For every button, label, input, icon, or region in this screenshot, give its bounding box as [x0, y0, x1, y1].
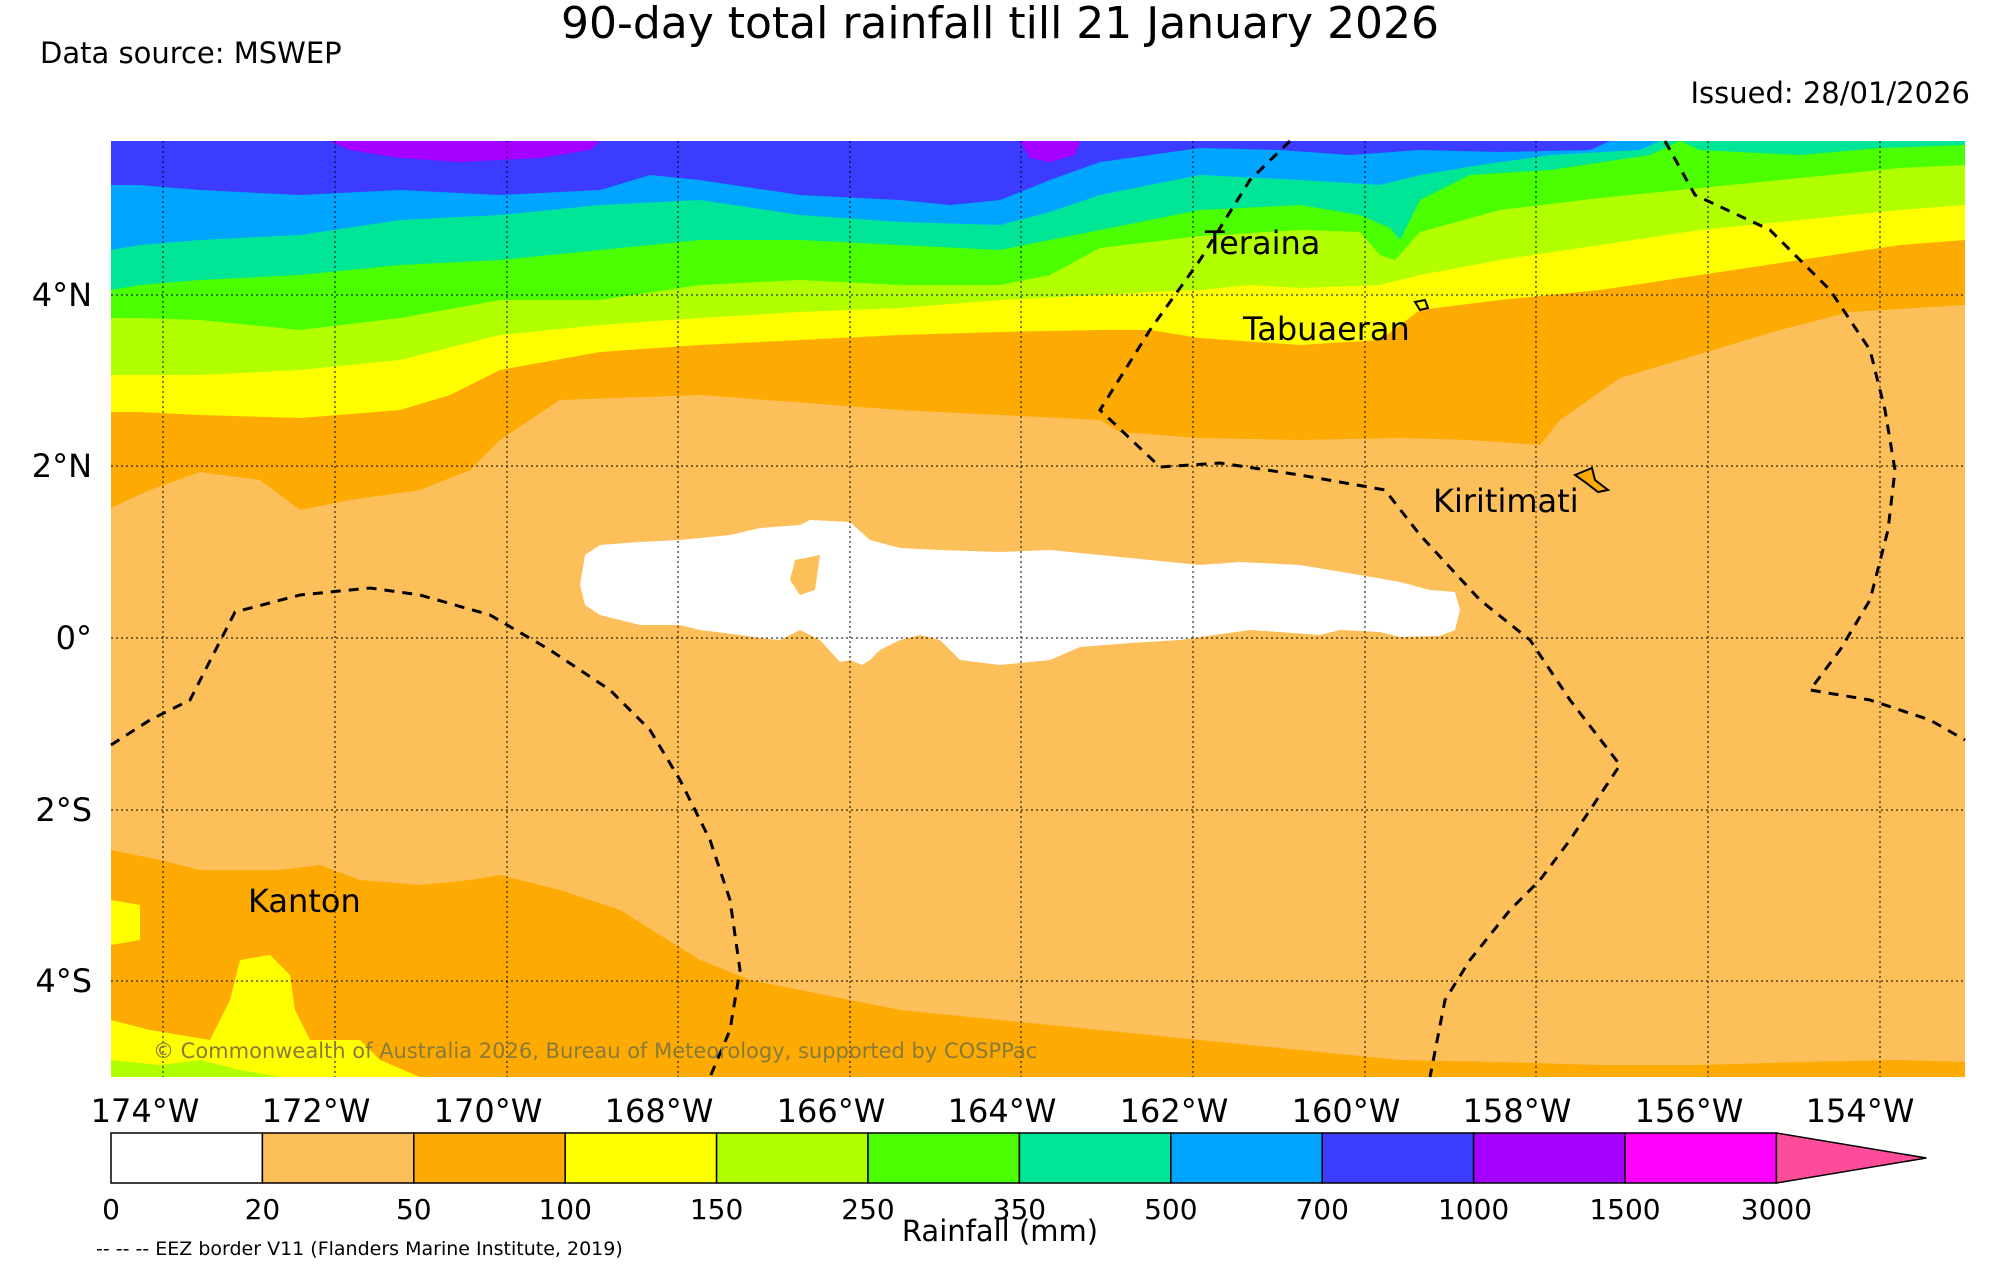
- place-kanton: Kanton: [248, 882, 361, 920]
- band-1000-1500-east: [1020, 141, 1080, 162]
- x-tick-label: 156°W: [1635, 1092, 1744, 1130]
- y-axis-labels: 4°N 2°N 0° 2°S 4°S: [32, 276, 92, 1000]
- issued-date: Issued: 28/01/2026: [1690, 76, 1970, 110]
- colorbar-tick-label: 250: [841, 1193, 894, 1226]
- y-tick-label: 2°N: [32, 447, 92, 485]
- tabuaeran-island: [1413, 298, 1430, 312]
- copyright-text: © Commonwealth of Australia 2026, Bureau…: [153, 1039, 1037, 1063]
- x-tick-label: 168°W: [605, 1092, 714, 1130]
- x-axis-labels: 174°W 172°W 170°W 168°W 166°W 164°W 162°…: [91, 1092, 1915, 1130]
- eez-footnote: -- -- -- EEZ border V11 (Flanders Marine…: [96, 1238, 623, 1260]
- x-tick-label: 166°W: [777, 1092, 886, 1130]
- yellow-speck: [790, 555, 820, 595]
- colorbar-segment: [1018, 1132, 1172, 1184]
- band-1000-1500-west: [330, 141, 600, 162]
- y-tick-label: 2°S: [35, 791, 92, 829]
- colorbar-tick-label: 100: [538, 1193, 591, 1226]
- colorbar-tick-label: 1000: [1438, 1193, 1509, 1226]
- colorbar-segment: [261, 1132, 415, 1184]
- x-tick-label: 162°W: [1120, 1092, 1229, 1130]
- colorbar-segment: [867, 1132, 1021, 1184]
- colorbar-tick-label: 3000: [1741, 1193, 1812, 1226]
- colorbar: 0 20 50 100 150 250 350 500 700 1000 1500 3000: [102, 1132, 1927, 1226]
- band-0-20: [580, 520, 1460, 665]
- rainfall-contours: [111, 141, 1965, 1077]
- colorbar-title: Rainfall (mm): [901, 1214, 1099, 1248]
- colorbar-segment: [110, 1132, 264, 1184]
- colorbar-segment: [413, 1132, 566, 1184]
- place-tabuaeran: Tabuaeran: [1242, 310, 1410, 348]
- colorbar-tick-label: 0: [102, 1193, 120, 1226]
- eez-line-kiritimati: [1663, 140, 1966, 742]
- colorbar-tick-label: 20: [245, 1193, 281, 1226]
- x-tick-label: 172°W: [262, 1092, 371, 1130]
- eez-borders: [110, 139, 1966, 1078]
- x-tick-label: 174°W: [91, 1092, 200, 1130]
- colorbar-segment: [564, 1132, 718, 1184]
- place-kiritimati: Kiritimati: [1433, 482, 1579, 520]
- colorbar-segment: [1624, 1132, 1778, 1184]
- x-tick-label: 158°W: [1463, 1092, 1572, 1130]
- band-100-150-south: [111, 900, 420, 1077]
- y-tick-label: 4°S: [35, 962, 92, 1000]
- colorbar-tick-label: 150: [690, 1193, 743, 1226]
- x-tick-label: 154°W: [1806, 1092, 1915, 1130]
- colorbar-tick-label: 700: [1295, 1193, 1348, 1226]
- data-source: Data source: MSWEP: [40, 36, 342, 70]
- y-tick-label: 0°: [56, 619, 92, 657]
- colorbar-tick-label: 1500: [1589, 1193, 1660, 1226]
- eez-line-teraina: [1098, 139, 1622, 1078]
- graticule: [111, 141, 1965, 1077]
- colorbar-segment: [1170, 1132, 1323, 1184]
- band-50-100-south: [111, 850, 1965, 1077]
- colorbar-segment: [715, 1132, 869, 1184]
- y-tick-label: 4°N: [32, 276, 92, 314]
- map-title: 90-day total rainfall till 21 January 20…: [560, 0, 1440, 49]
- colorbar-tick-label: 350: [993, 1193, 1046, 1226]
- band-150-250-south: [111, 1060, 280, 1077]
- colorbar-segment: [1472, 1132, 1626, 1184]
- x-tick-label: 160°W: [1292, 1092, 1401, 1130]
- kiritimati-island: [1572, 466, 1611, 494]
- place-teraina: Teraina: [1204, 224, 1320, 262]
- colorbar-tick-label: 50: [396, 1193, 432, 1226]
- x-tick-label: 164°W: [948, 1092, 1057, 1130]
- colorbar-extend-arrow: [1775, 1132, 1927, 1184]
- x-tick-label: 170°W: [434, 1092, 543, 1130]
- colorbar-segment: [1321, 1132, 1475, 1184]
- colorbar-tick-label: 500: [1144, 1193, 1197, 1226]
